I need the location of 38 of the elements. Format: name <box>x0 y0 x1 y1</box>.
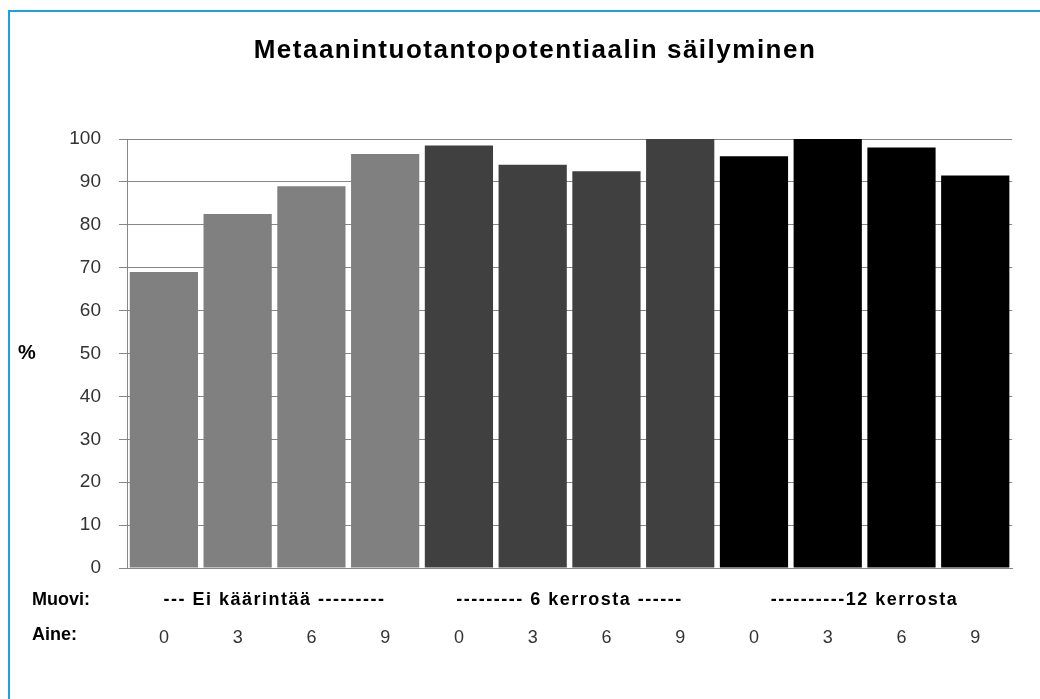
x-tick-label: 6 <box>306 626 317 647</box>
x-tick-label: 3 <box>822 626 833 647</box>
bar <box>646 139 715 568</box>
y-tick-label: 70 <box>79 255 101 277</box>
x-tick-label: 0 <box>748 626 759 647</box>
y-tick-label: 80 <box>79 213 101 235</box>
text: Muovi: <box>32 588 90 609</box>
y-axis-title: % <box>18 341 36 364</box>
x-axis-title: Aine: <box>32 623 77 644</box>
x-tick-label: 3 <box>232 626 243 647</box>
y-tick-label: 40 <box>79 384 101 406</box>
x-tick-label: 0 <box>158 626 169 647</box>
x-tick-label: 6 <box>601 626 612 647</box>
x-tick-label: 9 <box>380 626 391 647</box>
x-tick-label: 9 <box>970 626 981 647</box>
x-tick-label: 3 <box>527 626 538 647</box>
text: --------- 6 kerrosta ------ <box>456 588 683 609</box>
chart-title: Metaanintuotantopotentiaalin säilyminen <box>253 34 817 65</box>
y-tick-label: 90 <box>79 170 101 192</box>
x-tick-label: 9 <box>675 626 686 647</box>
y-tick-label: 50 <box>79 341 101 363</box>
bar <box>867 147 936 568</box>
y-tick-label: 10 <box>79 513 101 535</box>
y-tick-label: 100 <box>69 127 101 149</box>
x-tick-label: 6 <box>896 626 907 647</box>
bar <box>424 145 494 568</box>
bar <box>498 164 567 568</box>
bar <box>719 156 789 568</box>
y-tick-label: 60 <box>79 298 101 320</box>
bar <box>793 139 862 568</box>
bar <box>941 175 1010 568</box>
bar <box>572 171 641 568</box>
text: ----------12 kerrosta <box>770 588 959 609</box>
y-tick-label: 30 <box>79 427 101 449</box>
x-tick-label: 0 <box>453 626 464 647</box>
text: --- Ei käärintää --------- <box>163 588 386 609</box>
y-tick-label: 20 <box>79 470 101 492</box>
y-tick-label: 0 <box>90 556 101 578</box>
